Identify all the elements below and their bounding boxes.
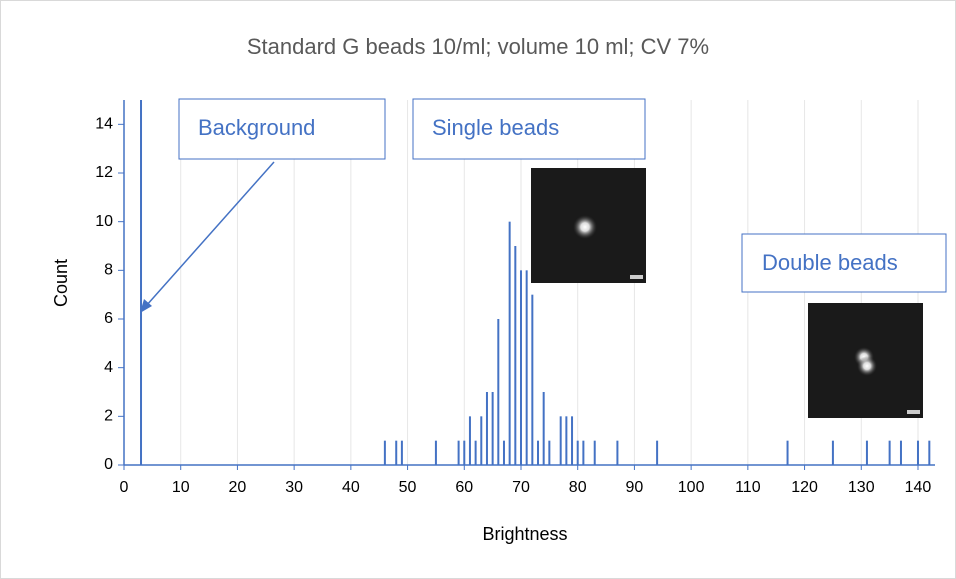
bar (497, 319, 500, 465)
arrow-head (140, 299, 152, 313)
annotation: Double beads (762, 250, 898, 275)
x-tick-label: 90 (626, 479, 644, 496)
bar (468, 416, 471, 465)
bar (525, 270, 528, 465)
bar (502, 440, 505, 465)
y-tick-label: 2 (104, 408, 113, 425)
bar (514, 246, 517, 465)
x-tick-label: 120 (791, 479, 818, 496)
x-tick-label: 80 (569, 479, 587, 496)
y-tick-label: 0 (104, 456, 113, 473)
plot-area: 0 10 20 30 40 50 60 70 80 90 100 110 120 130 140 0 2 4 6 8 1… (95, 100, 935, 496)
annotation: Single beads (432, 115, 559, 140)
bar (434, 440, 437, 465)
bar (531, 294, 534, 465)
y-tick-label: 14 (95, 116, 113, 133)
bar (582, 440, 585, 465)
bar (508, 221, 511, 465)
x-tick-label: 40 (342, 479, 360, 496)
chart-title: Standard G beads 10/ml; volume 10 ml; CV… (247, 34, 709, 59)
bar (542, 392, 545, 465)
bar (571, 416, 574, 465)
x-tick-label: 110 (735, 479, 761, 496)
bar (593, 440, 596, 465)
x-tick-label: 10 (172, 479, 190, 496)
bar (474, 440, 477, 465)
annotation-box (412, 98, 646, 160)
x-tick-label: 30 (285, 479, 303, 496)
bar (491, 392, 494, 465)
x-axis-label: Brightness (482, 524, 567, 544)
y-tick-label: 10 (95, 213, 113, 230)
bar (899, 440, 902, 465)
bar (865, 440, 868, 465)
scale-bar (907, 410, 920, 414)
bar (559, 416, 562, 465)
bar (400, 440, 403, 465)
annotation-box (741, 233, 947, 293)
bead-spot (573, 215, 597, 239)
annotations: Background Single beads Double beads (140, 98, 947, 418)
x-tick-label: 0 (120, 479, 129, 496)
bar (548, 440, 551, 465)
scale-bar (630, 275, 643, 279)
arrow (145, 161, 275, 307)
bar (928, 440, 931, 465)
annotation-box (178, 98, 386, 160)
bar (395, 440, 398, 465)
x-tick-label: 50 (399, 479, 417, 496)
x-tick-label: 140 (905, 479, 932, 496)
bar (616, 440, 619, 465)
bar (383, 440, 386, 465)
y-axis-label: Count (51, 259, 71, 307)
annotation: Background (198, 115, 315, 140)
bar (576, 440, 579, 465)
y-tick-label: 6 (104, 310, 113, 327)
bead-spot (857, 356, 877, 376)
x-tick-label: 70 (512, 479, 530, 496)
bar (463, 440, 466, 465)
bar (916, 440, 919, 465)
x-tick-label: 20 (229, 479, 247, 496)
bar (656, 440, 659, 465)
x-tick-label: 100 (678, 479, 705, 496)
bar (565, 416, 568, 465)
y-tick-label: 8 (104, 262, 113, 279)
bar (537, 440, 540, 465)
y-tick-label: 4 (104, 359, 113, 376)
bar (140, 100, 143, 465)
x-tick-label: 60 (455, 479, 473, 496)
bar (831, 440, 834, 465)
x-tick-label: 130 (848, 479, 875, 496)
bar (457, 440, 460, 465)
bar (519, 270, 522, 465)
y-tick-label: 12 (95, 164, 113, 181)
bar (786, 440, 789, 465)
bar (485, 392, 488, 465)
bar (888, 440, 891, 465)
bar (480, 416, 483, 465)
